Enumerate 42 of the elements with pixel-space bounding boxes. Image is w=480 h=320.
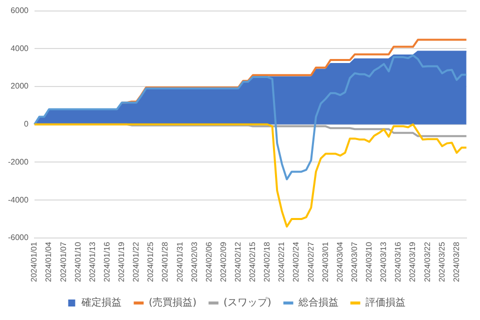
x-tick-label: 2024/02/27 [306,241,316,282]
x-tick-label: 2024/03/07 [350,241,359,282]
x-tick-label: 2024/03/01 [320,241,330,282]
x-tick-label: 2024/02/09 [218,241,228,282]
y-tick-label: 0 [24,120,30,129]
x-tick-label: 2024/02/21 [277,241,286,282]
legend-label: 総合損益 [297,296,338,309]
x-tick-label: 2024/03/19 [408,241,418,282]
x-tick-label: 2024/01/13 [88,241,97,282]
y-tick-label: 4000 [10,44,30,53]
y-tick-label: 6000 [10,6,30,16]
y-tick-label: -6000 [8,233,30,242]
y-tick-label: -2000 [8,157,30,166]
x-tick-label: 2024/01/07 [58,241,68,282]
x-tick-label: 2024/02/18 [262,241,272,282]
x-tick-label: 2024/01/19 [117,241,126,282]
x-tick-label: 2024/02/06 [204,241,214,282]
x-tick-label: 2024/01/04 [44,241,54,282]
x-tick-label: 2024/02/15 [248,241,258,282]
x-tick-label: 2024/01/22 [132,241,141,282]
x-tick-label: 2024/01/28 [160,241,170,282]
x-tick-label: 2024/01/31 [175,241,184,282]
x-tick-label: 2024/03/22 [422,241,432,282]
y-tick-label: 2000 [10,82,30,91]
x-tick-label: 2024/01/16 [102,241,112,282]
x-tick-label: 2024/03/10 [364,241,374,282]
x-tick-label: 2024/02/03 [190,241,199,282]
legend-label: (売買損益) [148,296,197,309]
legend-label: (スワップ) [224,296,272,309]
x-tick-label: 2024/03/28 [452,241,461,282]
x-tick-label: 2024/03/25 [437,241,446,282]
y-tick-label: -4000 [8,195,30,204]
x-tick-label: 2024/03/16 [394,241,403,282]
x-tick-label: 2024/01/01 [30,241,39,282]
x-tick-label: 2024/01/10 [73,241,82,282]
x-tick-label: 2024/03/04 [335,241,344,282]
legend-label: 評価損益 [365,296,406,309]
x-tick-label: 2024/02/12 [234,241,242,282]
x-tick-label: 2024/02/24 [292,241,301,282]
legend-label: 確定損益 [80,296,122,309]
x-tick-label: 2024/03/13 [379,241,388,282]
x-tick-label: 2024/01/25 [146,241,156,282]
